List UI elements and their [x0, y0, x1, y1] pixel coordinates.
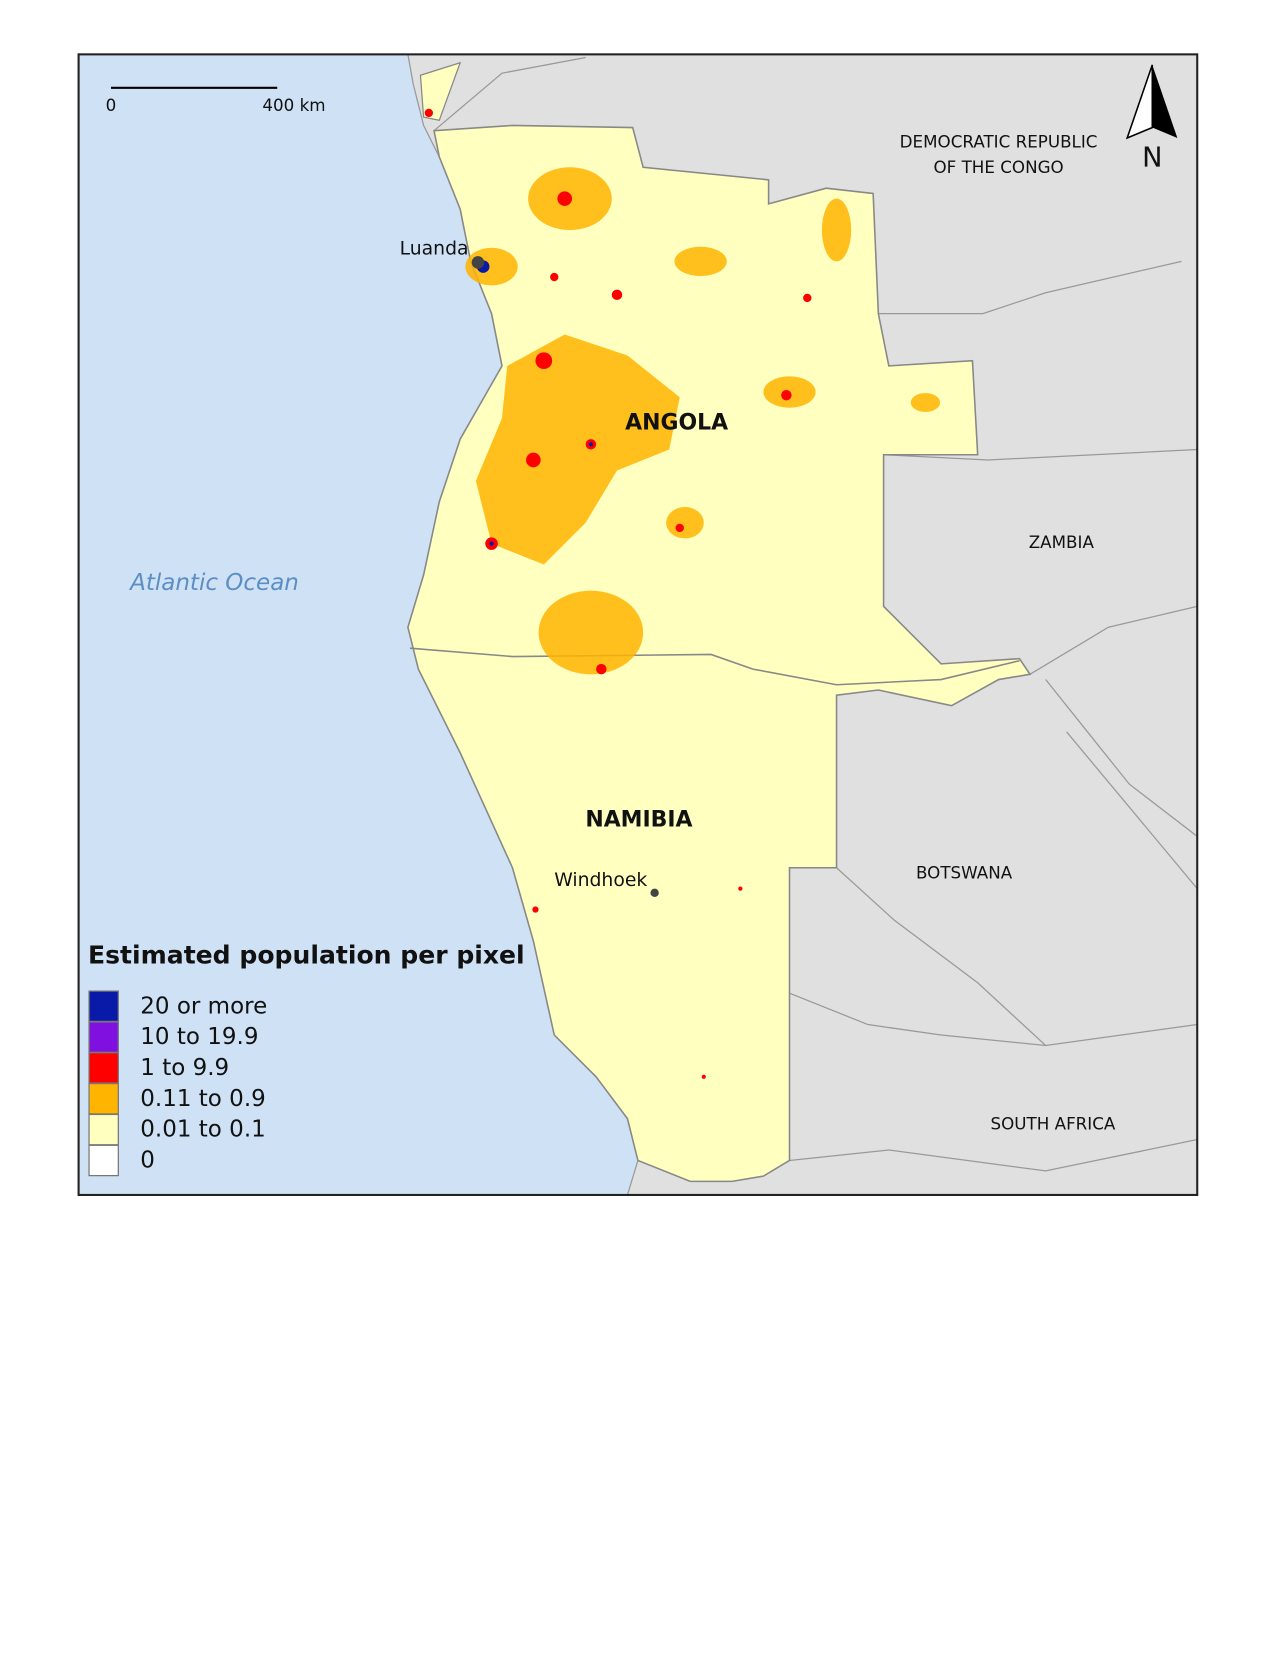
scale-end: 400 km: [262, 95, 325, 115]
border-lines: [433, 56, 1198, 1172]
country-label: DEMOCRATIC REPUBLIC: [900, 132, 1098, 152]
map-frame: [77, 53, 1199, 1196]
legend-title: Estimated population per pixel: [88, 941, 525, 970]
country-label: SOUTH AFRICA: [991, 1113, 1116, 1133]
city-marker: [471, 256, 485, 269]
country-label: NAMIBIA: [585, 808, 692, 833]
legend-label: 0.01 to 0.1: [140, 1117, 266, 1143]
scale-start: 0: [106, 95, 117, 115]
population-medium: [465, 167, 941, 675]
north-label: N: [1142, 142, 1162, 173]
ocean-label: Atlantic Ocean: [128, 570, 299, 596]
cabinda: [419, 61, 462, 121]
legend-label: 20 or more: [140, 993, 267, 1019]
country-label: ZAMBIA: [1029, 532, 1095, 552]
legend-swatch: [88, 1144, 119, 1177]
angola-namibia-border: [409, 647, 1020, 686]
legend-swatch: [88, 1021, 119, 1053]
legend-label: 0: [140, 1147, 155, 1173]
city-label: Windhoek: [554, 870, 647, 891]
legend-swatch: [88, 1052, 119, 1084]
country-label: BOTSWANA: [916, 862, 1013, 882]
legend-label: 10 to 19.9: [140, 1024, 258, 1050]
population-high: [424, 108, 812, 1079]
city-label: Luanda: [400, 238, 469, 259]
legend-label: 1 to 9.9: [140, 1055, 229, 1081]
legend-swatch: [88, 990, 119, 1023]
frame-border: [77, 53, 1199, 1196]
legend: Estimated population per pixel 20 or mor…: [88, 941, 525, 1177]
country-label: ANGOLA: [625, 410, 728, 435]
legend-label: 0.11 to 0.9: [140, 1086, 266, 1112]
scale-bar: 0 400 km: [106, 86, 326, 115]
north-arrow: N: [1125, 64, 1178, 173]
legend-swatch: [88, 1082, 119, 1115]
city-marker: [650, 888, 659, 897]
country-label: OF THE CONGO: [933, 157, 1063, 177]
legend-swatch: [88, 1113, 119, 1146]
